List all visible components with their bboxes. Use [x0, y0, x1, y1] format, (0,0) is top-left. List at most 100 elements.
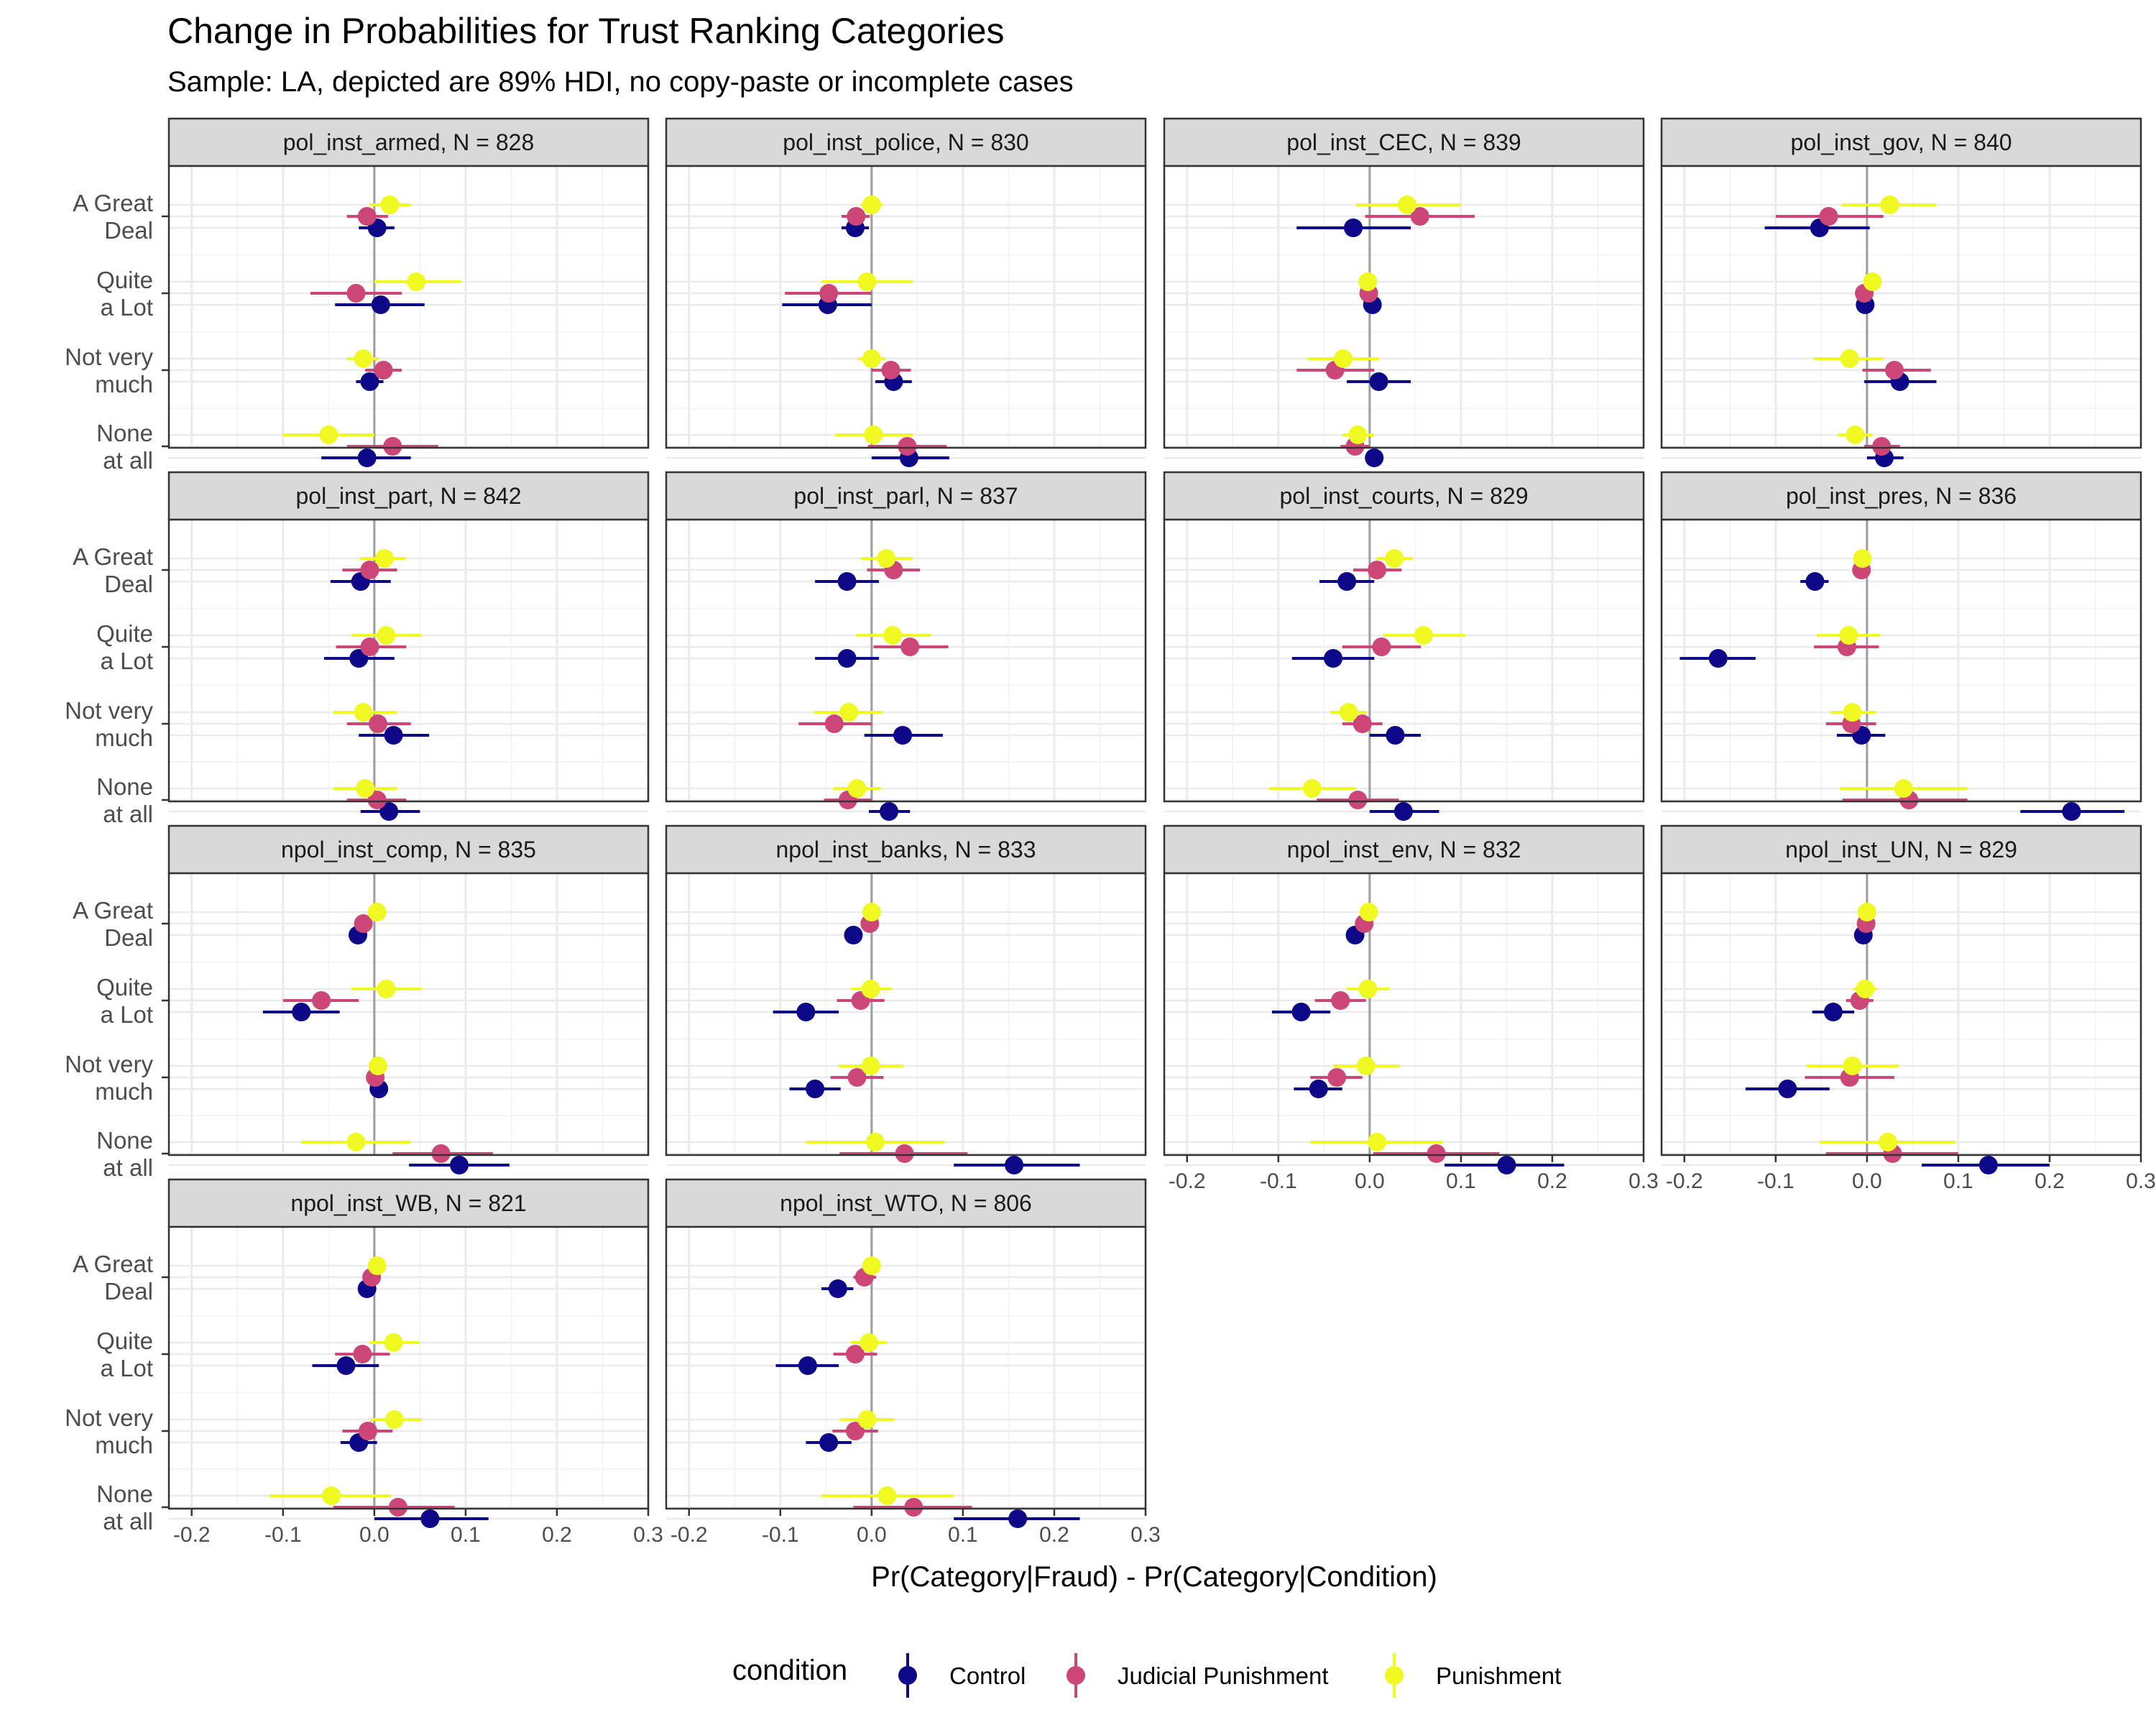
point-punishment — [862, 903, 881, 921]
point-control — [1386, 726, 1405, 745]
point-control — [879, 802, 898, 821]
point-punishment — [384, 1333, 403, 1352]
y-tick-label-line: at all — [103, 1154, 153, 1181]
series-punishment — [1269, 549, 1466, 798]
series-control — [1745, 926, 2050, 1174]
facet-strip — [1660, 117, 2142, 167]
facet-strip — [665, 824, 1147, 875]
point-control — [1291, 1003, 1311, 1021]
y-tick-label-line: Quite — [96, 267, 153, 293]
series-punishment — [1816, 549, 1968, 798]
x-tick-label: 0.1 — [451, 1523, 481, 1547]
point-punishment — [377, 626, 396, 645]
y-tick-label-line: Deal — [104, 217, 153, 244]
point-control — [1005, 1156, 1024, 1174]
point-punishment — [377, 980, 396, 998]
point-judicial-punishment — [1410, 207, 1429, 226]
facet-strip — [1660, 471, 2142, 521]
point-control — [1337, 572, 1357, 591]
panel-border — [167, 1225, 650, 1510]
point-punishment — [1856, 980, 1875, 998]
point-control — [1393, 802, 1413, 821]
y-tick-label-line: Deal — [104, 1278, 153, 1305]
y-tick-label: None at all — [96, 773, 153, 827]
y-tick-label-line: A Great — [73, 897, 153, 924]
point-control — [379, 802, 399, 821]
point-control — [1324, 649, 1343, 668]
y-tick-label-line: much — [95, 1078, 153, 1105]
series-punishment — [1307, 196, 1461, 444]
y-tick-label: Quite a Lot — [96, 267, 153, 321]
point-punishment — [860, 1333, 879, 1352]
legend-label: Punishment — [1436, 1662, 1561, 1689]
point-punishment — [374, 549, 394, 568]
x-tick-label: -0.1 — [1260, 1169, 1297, 1193]
series-punishment — [821, 1256, 954, 1505]
point-judicial-punishment — [388, 1498, 407, 1517]
point-punishment — [1879, 1133, 1898, 1151]
point-judicial-punishment — [1348, 791, 1368, 809]
point-control — [828, 1279, 847, 1298]
x-axis-npol-inst-un-n-829: -0.2 -0.1 0.0 0.1 0.2 0.3 — [1666, 1155, 2156, 1193]
facet-strip-label: npol_inst_UN, N = 829 — [1785, 837, 2017, 862]
facet-strip — [665, 117, 1147, 167]
y-tick-label-line: much — [95, 1432, 153, 1458]
x-tick-label: 0.0 — [359, 1523, 390, 1547]
legend-label: Control — [949, 1662, 1026, 1689]
point-control — [384, 726, 403, 745]
facet-pol-inst-courts-n-829: pol_inst_courts, N = 829 — [1163, 471, 1645, 821]
point-punishment — [1302, 779, 1322, 798]
series-control — [1291, 572, 1439, 821]
y-tick-label: None at all — [96, 420, 153, 474]
y-tick-label-line: a Lot — [101, 648, 153, 674]
point-punishment — [1894, 779, 1913, 798]
point-control — [798, 1356, 817, 1375]
point-judicial-punishment — [1331, 991, 1350, 1010]
facet-npol-inst-un-n-829: npol_inst_UN, N = 829 — [1660, 824, 2142, 1174]
panel-border — [665, 165, 1147, 449]
series-control — [773, 926, 1080, 1174]
y-tick-label: Quite a Lot — [96, 1328, 153, 1381]
series-control — [321, 218, 425, 467]
point-judicial-punishment — [431, 1144, 451, 1163]
point-punishment — [1334, 349, 1353, 368]
point-punishment — [1846, 426, 1865, 444]
point-control — [1497, 1156, 1516, 1174]
series-punishment — [814, 549, 931, 798]
x-tick-label: -0.1 — [264, 1523, 302, 1547]
legend-key-point — [1385, 1666, 1404, 1685]
facet-strip-label: npol_inst_banks, N = 833 — [775, 837, 1036, 862]
point-punishment — [862, 349, 881, 368]
facet-pol-inst-part-n-842: pol_inst_part, N = 842 A Great Deal Quite a … — [65, 471, 650, 827]
x-tick-label: 0.2 — [1537, 1169, 1567, 1193]
point-punishment — [354, 703, 373, 722]
point-punishment — [1339, 703, 1358, 722]
point-punishment — [1839, 626, 1858, 645]
panel-border — [167, 872, 650, 1156]
point-control — [1309, 1080, 1328, 1098]
point-punishment — [865, 1133, 885, 1151]
point-punishment — [1356, 1057, 1376, 1075]
point-judicial-punishment — [819, 284, 839, 303]
y-tick-label-line: a Lot — [101, 1355, 153, 1381]
y-tick-label: Not very much — [65, 697, 153, 751]
point-control — [1343, 218, 1363, 237]
x-tick-label: -0.1 — [1757, 1169, 1795, 1193]
point-judicial-punishment — [1819, 207, 1838, 226]
point-punishment — [862, 1256, 881, 1275]
series-punishment — [333, 549, 422, 798]
panel-background — [169, 1227, 648, 1509]
facet-strip-label: npol_inst_WTO, N = 806 — [780, 1190, 1032, 1216]
point-control — [806, 1080, 825, 1098]
point-punishment — [1359, 903, 1378, 921]
point-punishment — [862, 196, 881, 214]
point-control — [1778, 1080, 1797, 1098]
y-tick-label-line: Not very — [65, 697, 153, 724]
facet-npol-inst-wb-n-821: npol_inst_WB, N = 821 A Great Deal Quite a L… — [65, 1178, 650, 1535]
point-judicial-punishment — [881, 361, 900, 380]
point-control — [2062, 802, 2081, 821]
point-judicial-punishment — [360, 561, 379, 579]
y-tick-label-line: None — [96, 1481, 153, 1507]
point-control — [1369, 372, 1388, 391]
